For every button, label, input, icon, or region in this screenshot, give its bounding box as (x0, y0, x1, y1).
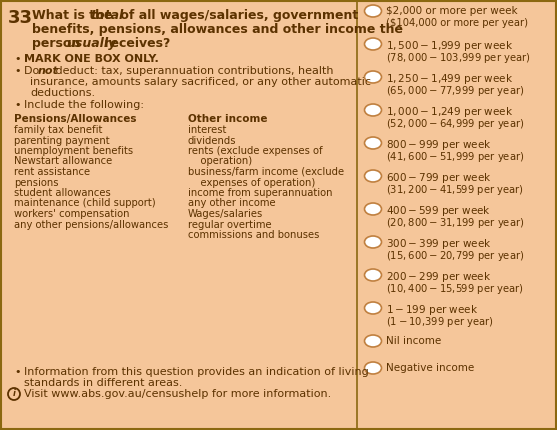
Text: pensions: pensions (14, 178, 58, 187)
Text: interest: interest (188, 125, 226, 135)
Text: •: • (14, 54, 21, 64)
Text: •: • (14, 367, 21, 377)
Text: ($1 - $10,399 per year): ($1 - $10,399 per year) (387, 315, 495, 329)
Text: any other pensions/allowances: any other pensions/allowances (14, 219, 168, 230)
Text: operation): operation) (188, 157, 252, 166)
Text: business/farm income (exclude: business/farm income (exclude (188, 167, 344, 177)
Text: Information from this question provides an indication of living: Information from this question provides … (24, 367, 369, 377)
Ellipse shape (364, 302, 382, 314)
Text: dividends: dividends (188, 135, 237, 145)
Text: income from superannuation: income from superannuation (188, 188, 333, 198)
Text: What is the: What is the (32, 9, 117, 22)
Ellipse shape (364, 362, 382, 374)
Text: Other income: Other income (188, 114, 267, 124)
Text: Include the following:: Include the following: (24, 100, 144, 110)
Text: $2,000 or more per week: $2,000 or more per week (387, 6, 518, 16)
Text: ($20,800 - $31,199 per year): ($20,800 - $31,199 per year) (387, 216, 525, 230)
Text: workers' compensation: workers' compensation (14, 209, 129, 219)
Text: ($10,400 - $15,599 per year): ($10,400 - $15,599 per year) (387, 282, 525, 296)
Ellipse shape (364, 137, 382, 149)
Ellipse shape (364, 203, 382, 215)
Text: Do: Do (24, 66, 43, 76)
Text: $400 - $599 per week: $400 - $599 per week (387, 204, 491, 218)
Text: commissions and bonuses: commissions and bonuses (188, 230, 319, 240)
Text: any other income: any other income (188, 199, 276, 209)
Text: $600 - $799 per week: $600 - $799 per week (387, 171, 492, 185)
Text: unemployment benefits: unemployment benefits (14, 146, 133, 156)
Text: ($15,600 - $20,799 per year): ($15,600 - $20,799 per year) (387, 249, 525, 263)
Text: benefits, pensions, allowances and other income the: benefits, pensions, allowances and other… (32, 23, 403, 36)
Text: i: i (13, 390, 16, 399)
Text: $200 - $299 per week: $200 - $299 per week (387, 270, 492, 284)
Text: $800 - $999 per week: $800 - $999 per week (387, 138, 492, 152)
Text: receives?: receives? (100, 37, 170, 50)
Text: ($41,600 - $51,999 per year): ($41,600 - $51,999 per year) (387, 150, 525, 164)
Text: 33: 33 (8, 9, 33, 27)
Text: $300 - $399 per week: $300 - $399 per week (387, 237, 492, 251)
Text: Negative income: Negative income (387, 363, 475, 373)
Text: MARK ONE BOX ONLY.: MARK ONE BOX ONLY. (24, 54, 159, 64)
Text: insurance, amounts salary sacrificed, or any other automatic: insurance, amounts salary sacrificed, or… (30, 77, 371, 87)
Text: •: • (14, 100, 21, 110)
Ellipse shape (364, 269, 382, 281)
Text: parenting payment: parenting payment (14, 135, 110, 145)
Text: rent assistance: rent assistance (14, 167, 90, 177)
Text: Newstart allowance: Newstart allowance (14, 157, 113, 166)
Ellipse shape (364, 236, 382, 248)
Text: rents (exclude expenses of: rents (exclude expenses of (188, 146, 323, 156)
Text: $1,250 - $1,499 per week: $1,250 - $1,499 per week (387, 72, 514, 86)
Text: •: • (14, 66, 21, 76)
Text: ($65,000 - $77,999 per year): ($65,000 - $77,999 per year) (387, 84, 525, 98)
Text: Wages/salaries: Wages/salaries (188, 209, 263, 219)
Text: Visit www.abs.gov.au/censushelp for more information.: Visit www.abs.gov.au/censushelp for more… (24, 389, 331, 399)
Text: maintenance (child support): maintenance (child support) (14, 199, 155, 209)
Text: ($104,000 or more per year): ($104,000 or more per year) (387, 18, 529, 28)
Text: total: total (90, 9, 123, 22)
Text: family tax benefit: family tax benefit (14, 125, 102, 135)
Ellipse shape (364, 71, 382, 83)
Text: person: person (32, 37, 85, 50)
Ellipse shape (364, 5, 382, 17)
Ellipse shape (364, 170, 382, 182)
Text: Pensions/Allowances: Pensions/Allowances (14, 114, 136, 124)
Text: ($52,000 - $64,999 per year): ($52,000 - $64,999 per year) (387, 117, 525, 131)
Text: deductions.: deductions. (30, 88, 95, 98)
Text: Nil income: Nil income (387, 336, 442, 346)
Ellipse shape (364, 38, 382, 50)
Text: not: not (38, 66, 59, 76)
Text: standards in different areas.: standards in different areas. (24, 378, 182, 388)
Text: of all wages/salaries, government: of all wages/salaries, government (116, 9, 358, 22)
Ellipse shape (364, 335, 382, 347)
Text: expenses of operation): expenses of operation) (188, 178, 315, 187)
Text: deduct: tax, superannuation contributions, health: deduct: tax, superannuation contribution… (52, 66, 334, 76)
Text: usually: usually (66, 37, 116, 50)
Text: student allowances: student allowances (14, 188, 111, 198)
Text: $1,500 - $1,999 per week: $1,500 - $1,999 per week (387, 39, 514, 53)
Text: ($78,000 - $103,999 per year): ($78,000 - $103,999 per year) (387, 51, 531, 65)
Text: $1,000 - $1,249 per week: $1,000 - $1,249 per week (387, 105, 514, 119)
Ellipse shape (364, 104, 382, 116)
Text: regular overtime: regular overtime (188, 219, 272, 230)
Text: ($31,200 - $41,599 per year): ($31,200 - $41,599 per year) (387, 183, 525, 197)
Text: $1 - $199 per week: $1 - $199 per week (387, 303, 479, 317)
